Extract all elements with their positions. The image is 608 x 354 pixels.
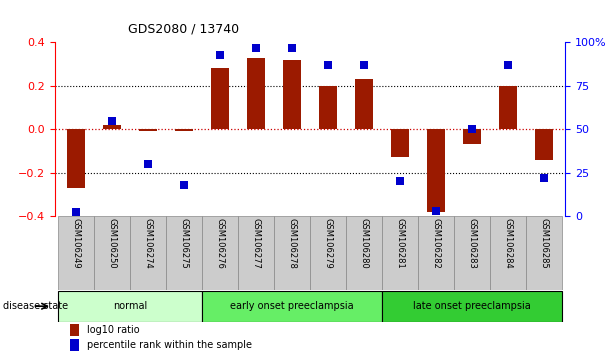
Bar bbox=[355, 79, 373, 129]
Bar bbox=[202, 216, 238, 290]
Point bbox=[503, 62, 513, 68]
Point bbox=[359, 62, 369, 68]
Text: GSM106283: GSM106283 bbox=[468, 218, 477, 269]
Bar bbox=[67, 129, 85, 188]
Text: late onset preeclampsia: late onset preeclampsia bbox=[413, 301, 531, 311]
Text: GSM106284: GSM106284 bbox=[503, 218, 513, 269]
Bar bbox=[166, 216, 202, 290]
Point bbox=[467, 126, 477, 132]
Bar bbox=[535, 129, 553, 160]
Bar bbox=[70, 339, 79, 352]
Bar bbox=[319, 86, 337, 129]
Text: GSM106285: GSM106285 bbox=[539, 218, 548, 269]
Point bbox=[431, 208, 441, 213]
Text: GSM106279: GSM106279 bbox=[323, 218, 333, 269]
Point bbox=[143, 161, 153, 167]
Text: early onset preeclampsia: early onset preeclampsia bbox=[230, 301, 354, 311]
Bar bbox=[247, 58, 265, 129]
Point bbox=[108, 118, 117, 124]
Bar bbox=[391, 129, 409, 158]
Text: disease state: disease state bbox=[3, 301, 68, 311]
Bar bbox=[238, 216, 274, 290]
Point bbox=[251, 45, 261, 51]
Point bbox=[179, 182, 189, 188]
Point bbox=[287, 45, 297, 51]
Bar bbox=[418, 216, 454, 290]
Text: GSM106274: GSM106274 bbox=[143, 218, 153, 269]
Bar bbox=[175, 129, 193, 131]
Bar bbox=[283, 60, 301, 129]
Bar bbox=[70, 324, 79, 336]
Bar bbox=[427, 129, 445, 212]
Text: normal: normal bbox=[113, 301, 147, 311]
Bar bbox=[382, 216, 418, 290]
Bar bbox=[58, 216, 94, 290]
Bar bbox=[211, 69, 229, 129]
Bar bbox=[463, 129, 481, 144]
Text: GSM106276: GSM106276 bbox=[216, 218, 225, 269]
Bar bbox=[382, 291, 562, 321]
Text: GSM106281: GSM106281 bbox=[395, 218, 404, 269]
Bar bbox=[202, 291, 382, 321]
Bar bbox=[130, 216, 166, 290]
Bar bbox=[103, 125, 121, 129]
Point bbox=[215, 52, 225, 57]
Point bbox=[71, 210, 81, 215]
Bar bbox=[58, 291, 202, 321]
Bar bbox=[499, 86, 517, 129]
Text: GSM106249: GSM106249 bbox=[72, 218, 81, 269]
Bar bbox=[454, 216, 490, 290]
Point bbox=[539, 175, 549, 181]
Bar bbox=[94, 216, 130, 290]
Text: percentile rank within the sample: percentile rank within the sample bbox=[87, 341, 252, 350]
Bar bbox=[346, 216, 382, 290]
Text: GDS2080 / 13740: GDS2080 / 13740 bbox=[128, 22, 239, 35]
Bar bbox=[490, 216, 526, 290]
Text: GSM106278: GSM106278 bbox=[288, 218, 297, 269]
Text: GSM106280: GSM106280 bbox=[359, 218, 368, 269]
Bar bbox=[139, 129, 157, 131]
Point bbox=[395, 178, 405, 184]
Text: GSM106250: GSM106250 bbox=[108, 218, 117, 269]
Text: GSM106275: GSM106275 bbox=[180, 218, 188, 269]
Bar bbox=[310, 216, 346, 290]
Bar bbox=[274, 216, 310, 290]
Text: GSM106282: GSM106282 bbox=[432, 218, 440, 269]
Text: log10 ratio: log10 ratio bbox=[87, 325, 139, 336]
Point bbox=[323, 62, 333, 68]
Bar bbox=[526, 216, 562, 290]
Text: GSM106277: GSM106277 bbox=[252, 218, 261, 269]
